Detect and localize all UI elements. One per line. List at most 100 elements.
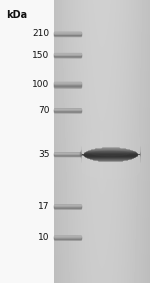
Bar <box>85 158 86 175</box>
Bar <box>135 158 136 174</box>
Bar <box>119 130 120 147</box>
Bar <box>82 156 83 173</box>
Bar <box>124 161 125 178</box>
Bar <box>118 130 119 146</box>
Bar <box>94 131 95 147</box>
Bar <box>133 133 134 149</box>
Bar <box>86 133 87 150</box>
Bar <box>118 162 119 179</box>
Bar <box>88 132 89 149</box>
Bar <box>109 130 110 146</box>
Bar <box>131 132 132 149</box>
Bar <box>106 162 107 179</box>
Bar <box>103 162 104 179</box>
Bar <box>99 162 100 178</box>
Bar <box>123 130 124 147</box>
Text: 70: 70 <box>38 106 50 115</box>
Bar <box>108 162 109 179</box>
Bar <box>85 134 86 150</box>
Bar <box>98 130 99 147</box>
Bar <box>136 157 137 174</box>
Bar <box>117 130 118 146</box>
Bar <box>90 160 91 177</box>
Bar <box>94 131 95 147</box>
Bar <box>83 135 84 151</box>
Bar <box>138 155 139 172</box>
Bar <box>110 130 111 146</box>
Bar <box>111 130 112 146</box>
Text: 150: 150 <box>32 51 50 60</box>
Bar <box>95 161 96 178</box>
Bar <box>128 132 129 148</box>
Bar <box>84 134 85 151</box>
Bar <box>90 132 91 148</box>
Bar <box>115 130 116 146</box>
Bar <box>128 160 129 177</box>
Text: 35: 35 <box>38 150 50 159</box>
Bar <box>93 131 94 148</box>
Bar <box>99 130 100 147</box>
Bar <box>128 160 129 177</box>
Bar <box>89 132 90 149</box>
Bar <box>90 132 91 148</box>
Bar <box>104 130 105 146</box>
Bar <box>133 133 134 149</box>
Bar <box>111 162 112 179</box>
Bar <box>107 162 108 179</box>
Bar <box>110 162 111 179</box>
Bar <box>118 130 119 146</box>
Bar <box>97 162 98 178</box>
Bar <box>84 158 85 174</box>
Bar <box>127 131 128 148</box>
Bar <box>85 158 86 175</box>
Bar <box>123 130 124 147</box>
Bar <box>125 161 126 177</box>
Bar <box>129 132 130 148</box>
Bar <box>120 130 121 147</box>
Bar <box>132 133 133 149</box>
Bar <box>114 162 115 179</box>
Bar <box>96 161 97 178</box>
Bar <box>124 131 125 147</box>
Bar <box>108 162 109 179</box>
Bar <box>96 131 97 147</box>
Bar <box>95 131 96 147</box>
Bar <box>130 132 131 149</box>
Bar <box>107 162 108 179</box>
Ellipse shape <box>80 143 140 166</box>
Bar <box>101 130 102 146</box>
Bar <box>87 133 88 149</box>
Bar <box>92 131 93 148</box>
Bar <box>119 130 120 146</box>
Bar <box>112 162 113 179</box>
Bar <box>114 130 115 146</box>
Bar <box>112 162 113 179</box>
Bar <box>130 160 131 176</box>
Bar <box>132 133 133 149</box>
Bar <box>105 162 106 179</box>
Bar <box>92 161 93 177</box>
Bar <box>135 134 136 150</box>
Bar <box>111 130 112 146</box>
Bar <box>106 162 107 179</box>
Bar <box>116 162 117 179</box>
Bar <box>128 132 129 148</box>
Bar <box>137 135 138 152</box>
Bar <box>103 162 104 179</box>
Bar <box>112 130 113 146</box>
Bar <box>125 131 126 147</box>
Bar <box>84 158 85 174</box>
Bar <box>136 157 137 174</box>
Bar <box>101 162 102 179</box>
Bar <box>88 132 89 149</box>
Bar <box>94 161 95 177</box>
Bar <box>107 130 108 146</box>
Bar <box>88 160 89 176</box>
Bar <box>136 135 137 151</box>
Bar <box>125 161 126 178</box>
Bar <box>107 130 108 146</box>
Bar <box>131 160 132 176</box>
Bar <box>105 130 106 146</box>
Bar <box>91 160 92 177</box>
Bar <box>135 134 136 151</box>
